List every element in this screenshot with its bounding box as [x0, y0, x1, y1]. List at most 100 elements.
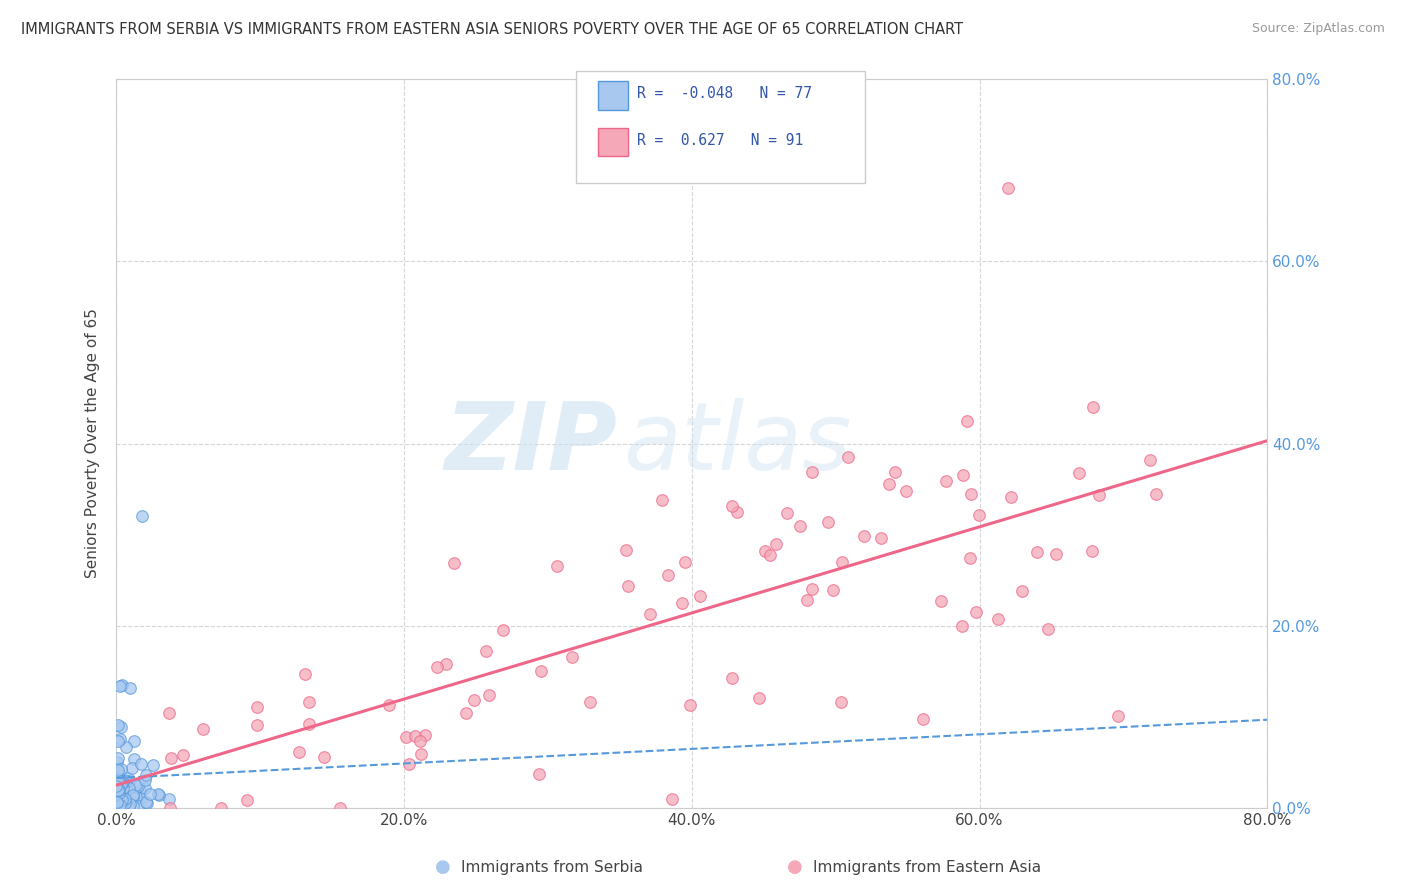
Point — [108, 772, 131, 786]
Point — [111, 678, 134, 692]
Point — [837, 450, 859, 465]
Point — [112, 780, 135, 795]
Point — [114, 792, 136, 806]
Point — [108, 772, 131, 786]
Point — [454, 706, 477, 720]
Point — [721, 671, 744, 685]
Point — [105, 773, 128, 788]
Point — [870, 531, 893, 545]
Point — [398, 757, 420, 772]
Point — [679, 698, 702, 712]
Point — [1067, 466, 1090, 480]
Point — [529, 767, 551, 781]
Point — [127, 779, 149, 793]
Point — [931, 593, 953, 607]
Point — [935, 474, 957, 488]
Point — [830, 695, 852, 709]
Point — [950, 619, 973, 633]
Point — [159, 750, 181, 764]
Point — [1107, 709, 1129, 723]
Point — [148, 788, 170, 802]
Point — [107, 718, 129, 732]
Point — [139, 787, 162, 801]
Point — [879, 476, 901, 491]
Point — [912, 712, 935, 726]
Point — [121, 790, 143, 805]
Point — [108, 786, 131, 800]
Point — [146, 787, 169, 801]
Point — [118, 681, 141, 695]
Point — [413, 728, 436, 742]
Point — [105, 755, 128, 769]
Point — [115, 773, 138, 788]
Point — [852, 529, 875, 543]
Point — [1011, 583, 1033, 598]
Point — [105, 774, 128, 789]
Point — [125, 789, 148, 804]
Point — [157, 792, 180, 806]
Point — [107, 764, 129, 778]
Point — [124, 752, 146, 766]
Point — [211, 801, 233, 815]
Point — [800, 582, 823, 597]
Point — [245, 718, 267, 732]
Point — [579, 695, 602, 709]
Point — [122, 788, 145, 802]
Point — [114, 796, 136, 810]
Point — [789, 519, 811, 533]
Point — [107, 800, 129, 814]
Point — [689, 589, 711, 603]
Point — [111, 774, 134, 789]
Point — [298, 696, 321, 710]
Point — [127, 799, 149, 814]
Point — [107, 782, 129, 797]
Point — [378, 698, 401, 712]
Point — [107, 734, 129, 748]
Y-axis label: Seniors Poverty Over the Age of 65: Seniors Poverty Over the Age of 65 — [86, 309, 100, 579]
Point — [108, 789, 131, 804]
Point — [111, 776, 134, 790]
Point — [135, 796, 157, 810]
Point — [108, 774, 131, 789]
Point — [1045, 547, 1067, 561]
Point — [108, 731, 131, 746]
Point — [246, 699, 269, 714]
Text: Source: ZipAtlas.com: Source: ZipAtlas.com — [1251, 22, 1385, 36]
Point — [661, 792, 683, 806]
Point — [956, 414, 979, 428]
Point — [110, 720, 132, 734]
Point — [1038, 622, 1060, 636]
Point — [107, 795, 129, 809]
Point — [759, 548, 782, 562]
Point — [1025, 545, 1047, 559]
Point — [118, 800, 141, 814]
Point — [817, 515, 839, 529]
Text: ●: ● — [434, 858, 451, 876]
Text: IMMIGRANTS FROM SERBIA VS IMMIGRANTS FROM EASTERN ASIA SENIORS POVERTY OVER THE : IMMIGRANTS FROM SERBIA VS IMMIGRANTS FRO… — [21, 22, 963, 37]
Point — [105, 775, 128, 789]
Point — [1139, 452, 1161, 467]
Point — [111, 793, 134, 807]
Point — [172, 748, 194, 763]
Point — [960, 487, 983, 501]
Point — [298, 717, 321, 731]
Point — [107, 773, 129, 788]
Text: Immigrants from Eastern Asia: Immigrants from Eastern Asia — [813, 860, 1040, 874]
Point — [657, 568, 679, 582]
Point — [108, 797, 131, 812]
Point — [478, 688, 501, 702]
Point — [765, 537, 787, 551]
Point — [1081, 543, 1104, 558]
Point — [409, 734, 432, 748]
Point — [118, 774, 141, 789]
Point — [617, 579, 640, 593]
Point — [426, 659, 449, 673]
Point — [959, 551, 981, 566]
Point — [105, 779, 128, 793]
Point — [112, 793, 135, 807]
Point — [107, 783, 129, 797]
Point — [129, 784, 152, 798]
Point — [135, 795, 157, 809]
Point — [443, 556, 465, 570]
Point — [404, 729, 426, 743]
